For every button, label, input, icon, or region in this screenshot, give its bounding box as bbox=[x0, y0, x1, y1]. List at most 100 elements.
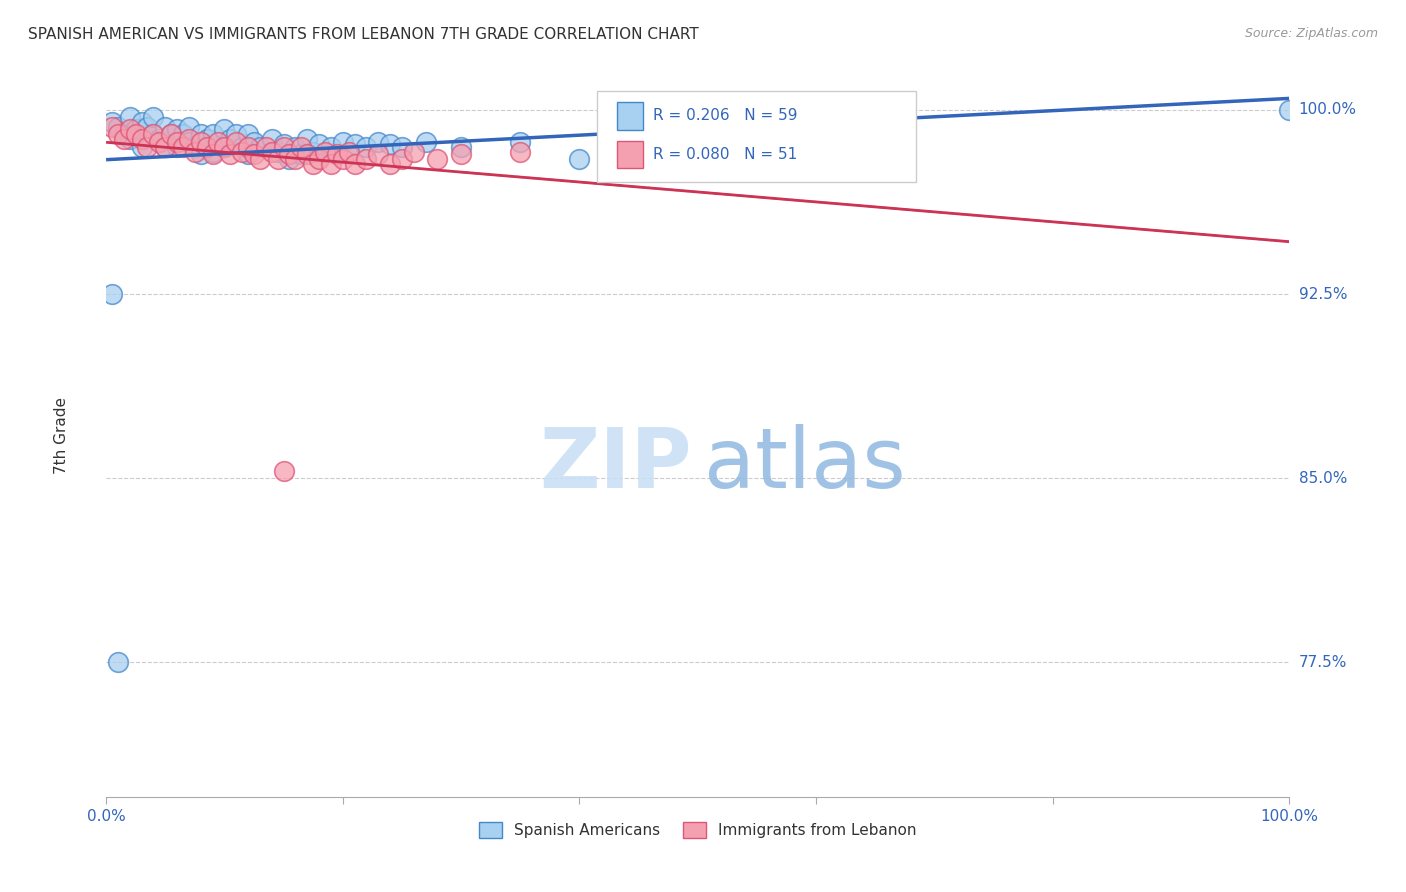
Point bbox=[118, 110, 141, 124]
Point bbox=[243, 147, 266, 161]
Point bbox=[118, 132, 141, 146]
Point bbox=[332, 135, 354, 149]
Point bbox=[136, 120, 159, 134]
Point bbox=[195, 139, 218, 153]
Point bbox=[142, 128, 165, 142]
Point bbox=[302, 145, 325, 159]
Point bbox=[101, 287, 124, 301]
Bar bbox=[617, 103, 643, 129]
Point bbox=[172, 128, 194, 142]
Point bbox=[326, 147, 349, 161]
Point bbox=[1278, 103, 1301, 117]
Point bbox=[131, 115, 153, 129]
Text: 7th Grade: 7th Grade bbox=[53, 397, 69, 474]
Point bbox=[201, 147, 224, 161]
Point bbox=[112, 132, 135, 146]
Point bbox=[302, 157, 325, 171]
Point bbox=[118, 122, 141, 136]
Point bbox=[314, 145, 336, 159]
Point bbox=[319, 157, 342, 171]
Point bbox=[166, 122, 188, 136]
Point bbox=[273, 137, 295, 152]
Point bbox=[568, 152, 591, 166]
Point bbox=[160, 128, 183, 142]
Point bbox=[184, 139, 207, 153]
Text: 100.0%: 100.0% bbox=[1299, 103, 1357, 118]
Point bbox=[107, 128, 129, 142]
Point bbox=[148, 132, 170, 146]
Point bbox=[214, 139, 236, 153]
Point bbox=[260, 132, 283, 146]
Point bbox=[450, 139, 472, 153]
Point bbox=[266, 145, 288, 159]
Point bbox=[450, 147, 472, 161]
Point bbox=[225, 128, 247, 142]
Point bbox=[155, 139, 177, 153]
Point bbox=[166, 135, 188, 149]
Point bbox=[402, 145, 425, 159]
Point bbox=[236, 147, 259, 161]
Point bbox=[273, 139, 295, 153]
Point bbox=[207, 135, 229, 149]
Point bbox=[107, 120, 129, 134]
Point bbox=[219, 147, 242, 161]
Point bbox=[284, 152, 307, 166]
Point bbox=[101, 120, 124, 134]
Point bbox=[356, 139, 378, 153]
Point bbox=[332, 152, 354, 166]
Text: atlas: atlas bbox=[703, 424, 905, 505]
Point bbox=[284, 139, 307, 153]
Point bbox=[243, 135, 266, 149]
Point bbox=[231, 145, 253, 159]
Text: SPANISH AMERICAN VS IMMIGRANTS FROM LEBANON 7TH GRADE CORRELATION CHART: SPANISH AMERICAN VS IMMIGRANTS FROM LEBA… bbox=[28, 27, 699, 42]
Point bbox=[278, 152, 301, 166]
Point bbox=[136, 139, 159, 153]
Point bbox=[290, 147, 312, 161]
Point bbox=[308, 152, 330, 166]
Point bbox=[337, 145, 360, 159]
Point bbox=[266, 152, 288, 166]
Point bbox=[367, 147, 389, 161]
Point bbox=[155, 120, 177, 134]
Point bbox=[184, 145, 207, 159]
Point bbox=[195, 132, 218, 146]
Point bbox=[172, 139, 194, 153]
Text: 85.0%: 85.0% bbox=[1299, 471, 1347, 485]
Point bbox=[107, 656, 129, 670]
Text: 92.5%: 92.5% bbox=[1299, 286, 1347, 301]
Point bbox=[249, 139, 271, 153]
Point bbox=[214, 139, 236, 153]
Point bbox=[177, 135, 200, 149]
Text: R = 0.206   N = 59: R = 0.206 N = 59 bbox=[652, 109, 797, 123]
Point bbox=[426, 152, 449, 166]
Point bbox=[131, 139, 153, 153]
Point bbox=[166, 139, 188, 153]
Text: 77.5%: 77.5% bbox=[1299, 655, 1347, 670]
Text: ZIP: ZIP bbox=[538, 424, 692, 505]
Point bbox=[148, 135, 170, 149]
Point bbox=[177, 120, 200, 134]
Point bbox=[295, 132, 318, 146]
Point bbox=[236, 128, 259, 142]
Point bbox=[745, 139, 768, 153]
Point bbox=[201, 128, 224, 142]
Point bbox=[290, 139, 312, 153]
Point bbox=[319, 139, 342, 153]
Point bbox=[391, 152, 413, 166]
Point bbox=[177, 132, 200, 146]
Point bbox=[378, 157, 401, 171]
Point bbox=[356, 152, 378, 166]
Point bbox=[278, 147, 301, 161]
Point bbox=[155, 139, 177, 153]
Point bbox=[101, 115, 124, 129]
Point bbox=[260, 145, 283, 159]
Bar bbox=[617, 141, 643, 168]
Point bbox=[219, 132, 242, 146]
Point bbox=[391, 139, 413, 153]
Point bbox=[343, 157, 366, 171]
Point bbox=[142, 110, 165, 124]
Legend: Spanish Americans, Immigrants from Lebanon: Spanish Americans, Immigrants from Leban… bbox=[472, 816, 922, 844]
Point bbox=[415, 135, 437, 149]
Point bbox=[190, 135, 212, 149]
Point bbox=[201, 145, 224, 159]
